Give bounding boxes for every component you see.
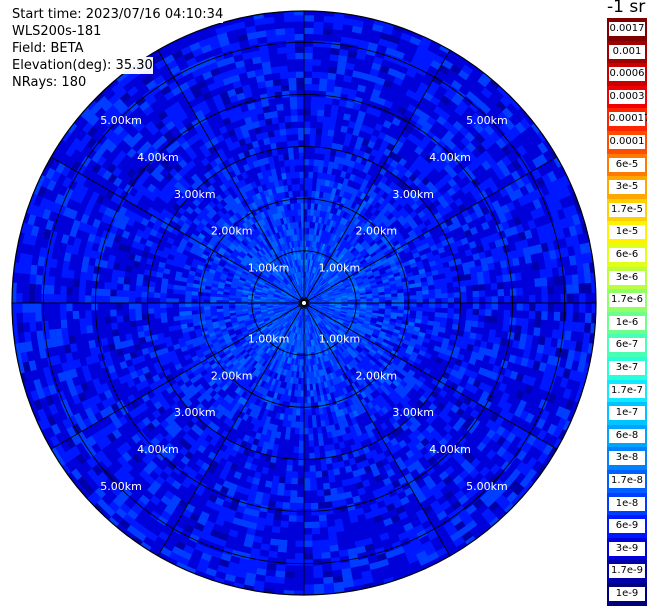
colorbar-label: 1e-6 — [609, 315, 645, 330]
colorbar-label: 1.7e-9 — [609, 564, 645, 579]
ring-label: 5.00km — [100, 480, 142, 493]
range-ring — [42, 41, 566, 565]
colorbar-label: 0.0003 — [609, 89, 645, 104]
colorbar-label: 3e-8 — [609, 451, 645, 466]
colorbar-swatch: 1.7e-5 — [607, 198, 647, 222]
colorbar-swatch: 1.7e-8 — [607, 470, 647, 493]
colorbar-swatch: 1e-7 — [607, 402, 647, 425]
colorbar-swatch: 0.00017 — [607, 108, 647, 131]
ring-label: 1.00km — [248, 332, 290, 345]
ring-label: 4.00km — [137, 151, 179, 164]
elevation: Elevation(deg): 35.30 — [12, 57, 153, 74]
colorbar-label: 6e-5 — [609, 157, 645, 172]
colorbar-label: 1e-8 — [609, 496, 645, 511]
ring-label: 2.00km — [356, 225, 398, 238]
colorbar-swatch: 3e-6 — [607, 266, 647, 290]
colorbar-label: 1.7e-6 — [609, 293, 645, 308]
n-rays: NRays: 180 — [12, 74, 87, 91]
ring-label: 2.00km — [211, 369, 253, 382]
colorbar-swatch: 6e-9 — [607, 515, 647, 538]
colorbar-label: 3e-6 — [609, 270, 645, 285]
azimuth-spokes — [12, 11, 596, 595]
spoke-line — [50, 302, 305, 450]
ring-label: 1.00km — [319, 332, 361, 345]
field-name: Field: BETA — [12, 40, 84, 57]
ring-label: 2.00km — [211, 225, 253, 238]
spoke-line — [303, 49, 451, 304]
colorbar-label: 6e-9 — [609, 519, 645, 534]
station-name: WLS200s-181 — [12, 23, 102, 40]
colorbar-swatch: 1e-8 — [607, 492, 647, 516]
colorbar-swatch: 1e-5 — [607, 221, 647, 244]
spoke-line — [157, 49, 305, 304]
ring-label: 5.00km — [466, 480, 508, 493]
ring-label: 3.00km — [392, 188, 434, 201]
colorbar-label: 0.0017 — [609, 22, 645, 36]
colorbar-unit: -1 sr — [607, 0, 646, 17]
colorbar-swatch: 1.7e-7 — [607, 379, 647, 403]
colorbar-label: 1e-9 — [609, 587, 645, 601]
colorbar-label: 3e-7 — [609, 361, 645, 375]
ring-label: 4.00km — [429, 151, 471, 164]
colorbar-swatch: 3e-7 — [607, 357, 647, 380]
colorbar-swatch: 1.7e-6 — [607, 289, 647, 312]
spoke-line — [303, 302, 451, 557]
colorbar-label: 3e-9 — [609, 541, 645, 556]
colorbar-label: 1.7e-7 — [609, 383, 645, 398]
colorbar-swatch: 0.001 — [607, 40, 647, 64]
colorbar-label: 0.001 — [609, 44, 645, 59]
colorbar-swatch: 3e-5 — [607, 176, 647, 199]
spoke-line — [303, 156, 558, 304]
ring-label: 1.00km — [319, 262, 361, 275]
spoke-line — [157, 302, 305, 557]
ring-label: 3.00km — [392, 406, 434, 419]
colorbar-label: 1e-5 — [609, 225, 645, 240]
colorbar-label: 1.7e-8 — [609, 474, 645, 488]
colorbar-label: 0.0006 — [609, 67, 645, 82]
scan-info: Start time: 2023/07/16 04:10:34 WLS200s-… — [12, 6, 224, 91]
range-ring — [199, 198, 409, 408]
colorbar-swatch: 6e-8 — [607, 424, 647, 448]
colorbar-label: 6e-7 — [609, 338, 645, 353]
spoke-line — [303, 302, 558, 450]
colorbar-swatch: 0.0017 — [607, 18, 647, 41]
start-time: Start time: 2023/07/16 04:10:34 — [12, 6, 224, 23]
ring-label: 1.00km — [248, 262, 290, 275]
colorbar-swatch: 0.0006 — [607, 63, 647, 86]
ring-label: 5.00km — [100, 114, 142, 127]
colorbar-label: 1e-7 — [609, 406, 645, 421]
colorbar-swatch: 0.0003 — [607, 85, 647, 109]
colorbar-swatch: 1e-9 — [607, 583, 647, 606]
colorbar-swatch: 6e-7 — [607, 334, 647, 357]
colorbar-swatch: 3e-8 — [607, 447, 647, 470]
colorbar: 0.0017 0.001 0.0006 0.0003 0.00017 0.0001 6e-5… — [607, 18, 647, 606]
colorbar-swatch: 0.0001 — [607, 131, 647, 154]
colorbar-swatch: 6e-6 — [607, 244, 647, 267]
colorbar-swatch: 1e-6 — [607, 311, 647, 335]
colorbar-label: 0.00017 — [609, 112, 647, 127]
ring-label: 4.00km — [137, 443, 179, 456]
colorbar-label: 6e-6 — [609, 248, 645, 262]
range-ring — [251, 250, 357, 356]
ring-label: 3.00km — [174, 188, 216, 201]
colorbar-swatch: 6e-5 — [607, 153, 647, 177]
ring-label: 2.00km — [356, 369, 398, 382]
colorbar-label: 3e-5 — [609, 180, 645, 195]
ring-label: 3.00km — [174, 406, 216, 419]
range-ring — [94, 93, 514, 513]
colorbar-label: 1.7e-5 — [609, 202, 645, 217]
colorbar-label: 0.0001 — [609, 135, 645, 149]
colorbar-swatch: 1.7e-9 — [607, 560, 647, 583]
ring-label: 4.00km — [429, 443, 471, 456]
colorbar-label: 6e-8 — [609, 428, 645, 443]
spoke-line — [50, 156, 305, 304]
colorbar-swatch: 3e-9 — [607, 537, 647, 561]
ring-label: 5.00km — [466, 114, 508, 127]
range-ring — [147, 146, 461, 460]
